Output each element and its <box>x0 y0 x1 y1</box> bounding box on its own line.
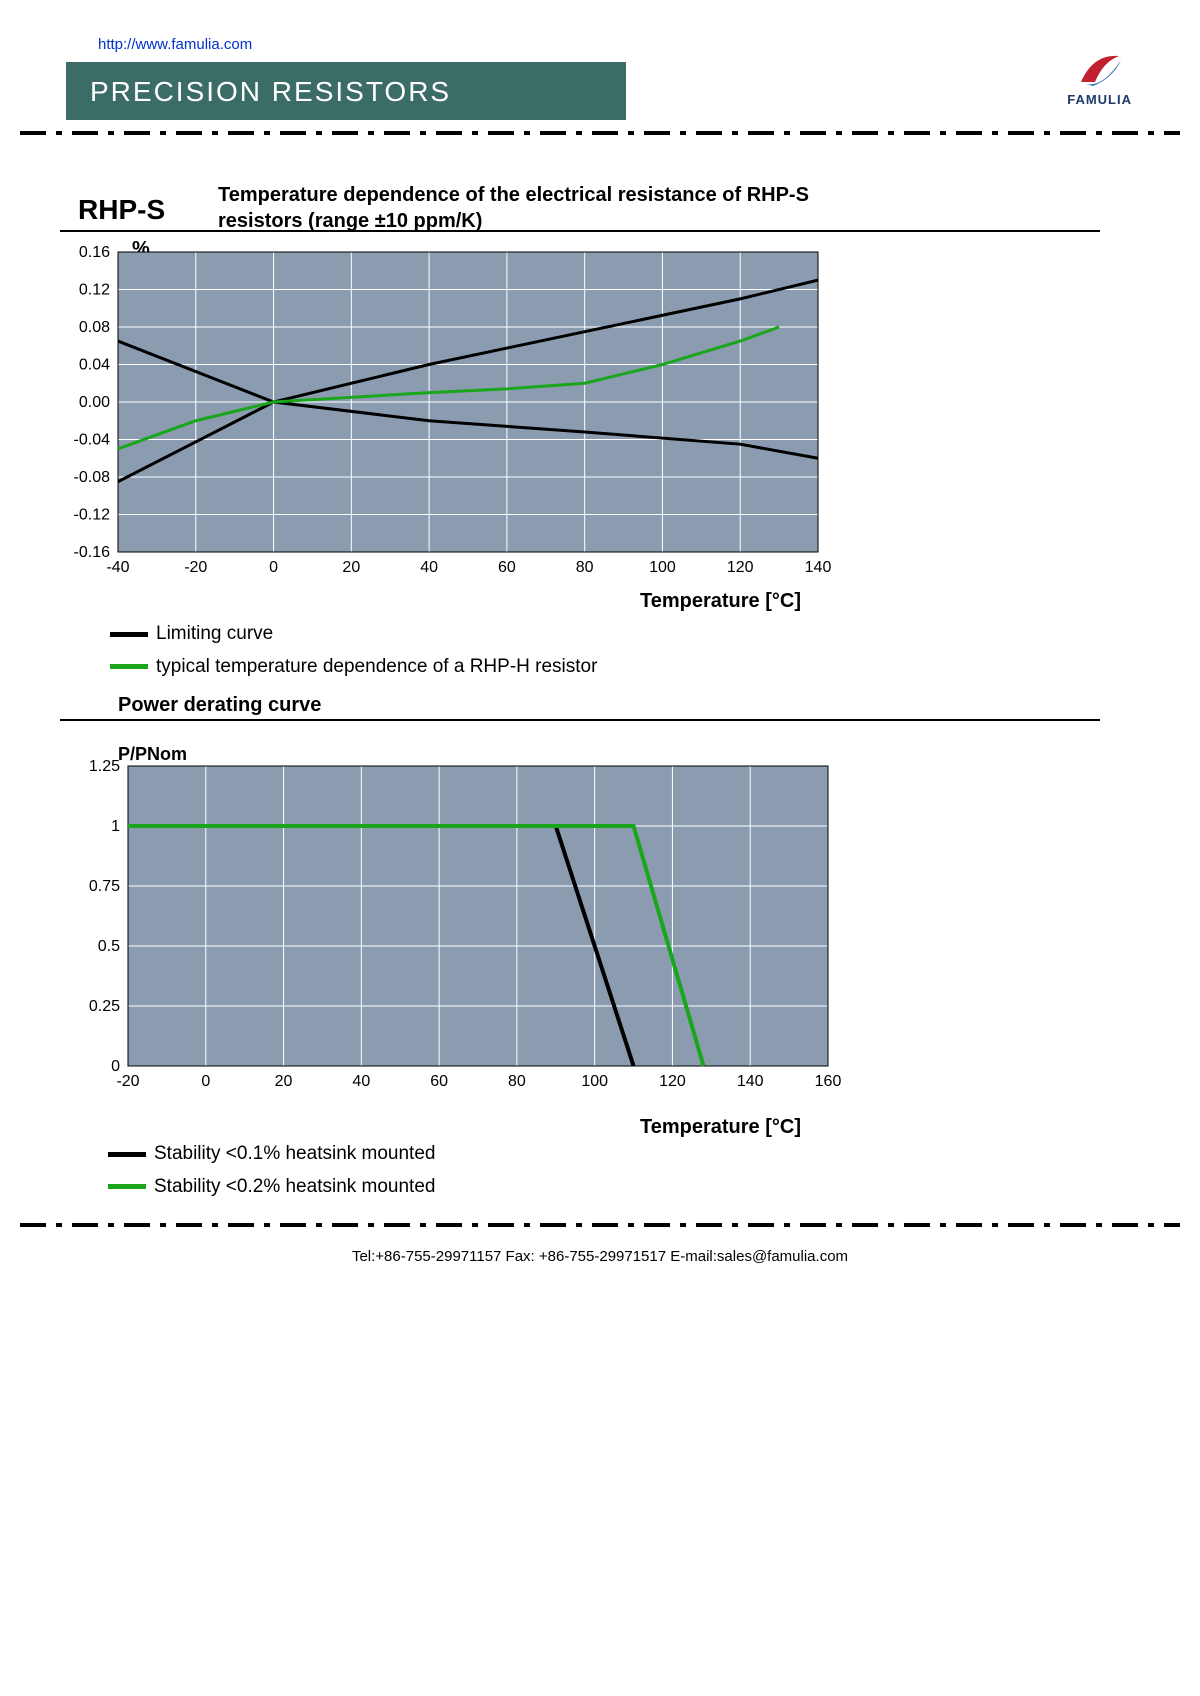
legend-label: Stability <0.1% heatsink mounted <box>154 1140 435 1169</box>
svg-text:-0.08: -0.08 <box>74 469 111 486</box>
svg-text:140: 140 <box>737 1073 764 1090</box>
svg-text:-0.16: -0.16 <box>74 544 111 561</box>
chart2-xlabel: Temperature [°C] <box>640 1116 801 1139</box>
svg-text:140: 140 <box>805 559 832 576</box>
chart2-legend: Stability <0.1% heatsink mounted Stabili… <box>108 1140 435 1205</box>
svg-text:80: 80 <box>508 1073 526 1090</box>
svg-text:80: 80 <box>576 559 594 576</box>
legend-swatch <box>110 664 148 669</box>
legend-item: typical temperature dependence of a RHP-… <box>110 653 597 682</box>
svg-text:0.75: 0.75 <box>89 878 120 895</box>
svg-text:40: 40 <box>420 559 438 576</box>
svg-text:100: 100 <box>649 559 676 576</box>
svg-text:40: 40 <box>352 1073 370 1090</box>
svg-text:0.08: 0.08 <box>79 319 110 336</box>
chart1-xlabel: Temperature [°C] <box>640 590 801 613</box>
svg-text:20: 20 <box>275 1073 293 1090</box>
chart2-plot: -200204060801001201401601.2510.750.50.25… <box>128 766 838 1066</box>
svg-text:-20: -20 <box>184 559 207 576</box>
legend-swatch <box>108 1152 146 1157</box>
svg-text:1.25: 1.25 <box>89 758 120 775</box>
svg-text:120: 120 <box>659 1073 686 1090</box>
legend-item: Limiting curve <box>110 620 597 649</box>
chart1-plot: -40-200204060801001201400.160.120.080.04… <box>118 252 818 572</box>
svg-text:-0.12: -0.12 <box>74 507 111 524</box>
legend-label: Stability <0.2% heatsink mounted <box>154 1173 435 1202</box>
svg-text:60: 60 <box>498 559 516 576</box>
svg-text:160: 160 <box>815 1073 842 1090</box>
svg-text:0.00: 0.00 <box>79 394 110 411</box>
svg-text:0.16: 0.16 <box>79 244 110 261</box>
svg-text:120: 120 <box>727 559 754 576</box>
svg-text:20: 20 <box>342 559 360 576</box>
chart2-title: Power derating curve <box>118 694 321 717</box>
divider-bottom <box>20 1222 1180 1228</box>
svg-text:-0.04: -0.04 <box>74 432 111 449</box>
svg-text:60: 60 <box>430 1073 448 1090</box>
chart1-title: Temperature dependence of the electrical… <box>218 182 858 234</box>
svg-text:0.5: 0.5 <box>98 938 120 955</box>
svg-text:0.04: 0.04 <box>79 357 110 374</box>
legend-swatch <box>108 1184 146 1189</box>
page-title-bar: PRECISION RESISTORS <box>66 62 626 120</box>
brand-logo: FAMULIA <box>1067 48 1132 107</box>
svg-text:100: 100 <box>581 1073 608 1090</box>
svg-text:0: 0 <box>111 1058 120 1075</box>
svg-text:-40: -40 <box>106 559 129 576</box>
legend-label: typical temperature dependence of a RHP-… <box>156 653 597 682</box>
legend-label: Limiting curve <box>156 620 273 649</box>
divider-under-title2 <box>60 719 1100 721</box>
svg-text:-20: -20 <box>116 1073 139 1090</box>
svg-text:1: 1 <box>111 818 120 835</box>
header-url[interactable]: http://www.famulia.com <box>98 36 252 53</box>
legend-swatch <box>110 632 148 637</box>
svg-text:0: 0 <box>269 559 278 576</box>
brand-name: FAMULIA <box>1067 92 1132 107</box>
divider-under-title1 <box>60 230 1100 232</box>
svg-text:0: 0 <box>201 1073 210 1090</box>
legend-item: Stability <0.1% heatsink mounted <box>108 1140 435 1169</box>
svg-text:0.25: 0.25 <box>89 998 120 1015</box>
chart2-ylabel: P/PNom <box>118 744 187 765</box>
chart1-legend: Limiting curve typical temperature depen… <box>110 620 597 685</box>
legend-item: Stability <0.2% heatsink mounted <box>108 1173 435 1202</box>
footer-contact: Tel:+86-755-29971157 Fax: +86-755-299715… <box>0 1248 1200 1265</box>
logo-swirl-icon <box>1073 48 1127 90</box>
divider-top <box>20 130 1180 136</box>
svg-text:0.12: 0.12 <box>79 282 110 299</box>
section-label: RHP-S <box>78 194 165 226</box>
